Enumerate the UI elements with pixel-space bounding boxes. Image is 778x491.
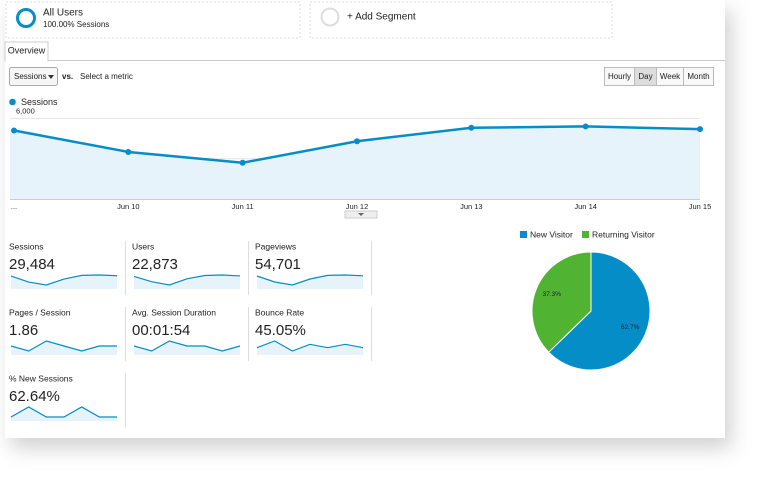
metric-value: 62.64%: [9, 388, 60, 405]
metric-label: Users: [132, 241, 154, 251]
sparkline-area: [11, 407, 117, 421]
legend-label: New Visitor: [530, 229, 573, 239]
point: [354, 138, 360, 145]
metric-value: 22,873: [132, 256, 178, 273]
granularity-label[interactable]: Day: [638, 72, 652, 81]
x-tick-label: Jun 15: [689, 202, 712, 211]
granularity-button[interactable]: [683, 67, 714, 86]
vs-label: vs.: [62, 72, 73, 81]
metric-label: Avg. Session Duration: [132, 307, 216, 317]
sparkline-area: [257, 275, 363, 289]
sparkline: [256, 340, 364, 352]
metric-label: Sessions: [9, 241, 44, 251]
metric-label: Pages / Session: [9, 307, 71, 317]
legend-marker: [520, 231, 527, 238]
legend-marker: [9, 98, 16, 106]
x-tick-label: ...: [11, 202, 17, 211]
tab-gap: [5, 60, 48, 62]
granularity-label[interactable]: Week: [660, 72, 681, 81]
x-tick-label: Jun 13: [460, 202, 483, 211]
segment-icon: [16, 8, 36, 28]
sparkline: [256, 274, 364, 286]
metric-value: 1.86: [9, 322, 38, 339]
pie-slice: [548, 251, 651, 371]
sparkline-area: [257, 341, 363, 355]
metric-select-label[interactable]: Sessions: [14, 72, 46, 81]
segment-name: All Users: [43, 8, 83, 19]
metric-select[interactable]: [9, 67, 58, 86]
dropdown-arrow: [48, 75, 54, 79]
segment-detail: 100.00% Sessions: [43, 20, 109, 29]
sparkline: [133, 274, 241, 286]
add-segment[interactable]: + Add Segment: [347, 12, 416, 23]
x-tick-label: Jun 12: [346, 202, 369, 211]
metric-label: Pageviews: [255, 241, 296, 251]
add-segment-box[interactable]: [309, 1, 613, 39]
metric-value: 54,701: [255, 256, 301, 273]
point: [468, 124, 475, 131]
sparkline: [133, 340, 241, 352]
add-segment-icon: [320, 7, 340, 27]
sparkline: [10, 274, 118, 286]
granularity-label[interactable]: Hourly: [608, 72, 631, 81]
slice-label: 62.7%: [621, 324, 640, 331]
card: [5, 0, 725, 438]
sparkline-area: [134, 341, 240, 355]
metric-value: 00:01:54: [132, 322, 190, 339]
area: [10, 126, 700, 199]
point: [125, 148, 132, 155]
sparkline-area: [134, 275, 240, 289]
x-tick-label: Jun 10: [117, 202, 140, 211]
metric-label: Bounce Rate: [255, 307, 304, 317]
metric-label: % New Sessions: [9, 373, 73, 383]
select-metric-link[interactable]: Select a metric: [80, 72, 133, 81]
sparkline: [10, 406, 117, 418]
x-tick-label: Jun 11: [232, 202, 254, 211]
granularity-label[interactable]: Month: [687, 72, 709, 81]
point: [697, 126, 703, 133]
point: [582, 123, 589, 130]
legend-label: Returning Visitor: [592, 229, 655, 239]
point: [239, 159, 246, 166]
handle-arrow: [358, 213, 364, 216]
tab-label[interactable]: Overview: [8, 45, 46, 55]
point: [11, 127, 17, 134]
sparkline-area: [11, 275, 117, 289]
segment-box[interactable]: [5, 1, 301, 39]
legend-marker: [582, 231, 589, 238]
y-tick-label: 6,000: [16, 106, 35, 115]
slice-label: 37.3%: [543, 291, 562, 298]
metric-value: 29,484: [9, 256, 55, 273]
x-tick-label: Jun 14: [574, 202, 597, 211]
pie-slice: [531, 251, 592, 353]
sparkline: [10, 340, 117, 352]
metric-value: 45.05%: [255, 322, 306, 339]
legend-label: Sessions: [21, 97, 58, 107]
sparkline-area: [11, 341, 117, 355]
